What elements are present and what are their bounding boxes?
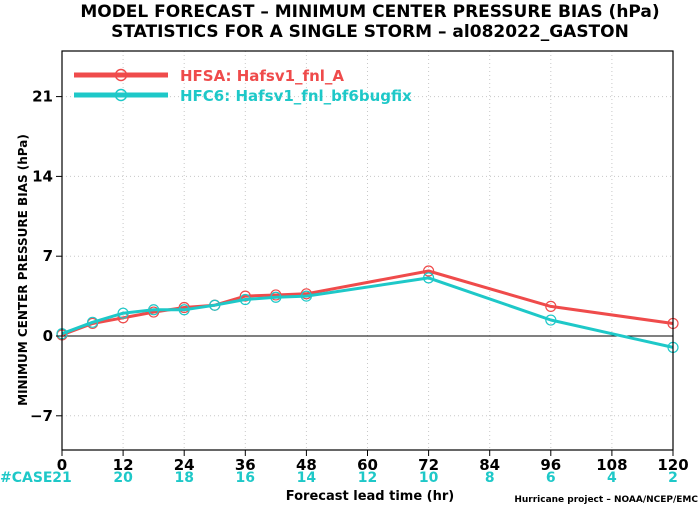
legend-marker (114, 68, 128, 82)
x-tick-label: 120 (657, 456, 688, 474)
data-point (239, 290, 251, 302)
legend-label: HFC6: Hafsv1_fnl_bf6bugfix (180, 87, 412, 105)
data-point (239, 293, 251, 306)
x-tick-label: 48 (296, 456, 317, 474)
x-axis-label: Forecast lead time (hr) (286, 489, 454, 504)
data-point (545, 300, 557, 312)
x-tick-label: 108 (596, 456, 627, 474)
data-point (270, 291, 282, 303)
case-count: 12 (358, 470, 377, 486)
case-count: 14 (297, 470, 317, 486)
x-tick-label: 60 (357, 456, 378, 474)
case-count: 21 (52, 470, 71, 486)
data-point (300, 290, 312, 302)
x-tick-label: 96 (540, 456, 561, 474)
y-axis-label: MINIMUM CENTER PRESSURE BIAS (hPa) (16, 134, 30, 406)
plot-frame (61, 50, 674, 451)
x-tick-label: 36 (235, 456, 256, 474)
data-point (117, 307, 129, 319)
data-point (178, 304, 190, 316)
case-count: 18 (174, 470, 193, 486)
data-point (209, 299, 221, 311)
case-count: 2 (668, 470, 678, 486)
x-tick-label: 24 (174, 456, 195, 474)
case-count: 6 (546, 470, 556, 486)
y-tick-label: 7 (43, 247, 53, 265)
y-tick-label: 14 (32, 167, 53, 185)
data-point (423, 265, 435, 277)
y-tick-labels: −7 0 7 14 21 (30, 88, 62, 425)
y-tick-label: 21 (32, 88, 53, 106)
legend-marker (114, 88, 128, 102)
case-count: 20 (113, 470, 133, 486)
case-count: 16 (236, 470, 255, 486)
x-tick-label: 72 (418, 456, 439, 474)
x-tick-label: 0 (57, 456, 67, 474)
x-tick-labels: 0 12 24 36 48 60 72 84 96 108 120 (57, 450, 689, 474)
chart-subtitle: STATISTICS FOR A SINGLE STORM – al082022… (111, 22, 629, 42)
grid-lines (62, 51, 673, 450)
credit-text: Hurricane project – NOAA/NCEP/EMC (514, 495, 698, 505)
case-count: 10 (419, 470, 439, 486)
legend-label: HFSA: Hafsv1_fnl_A (180, 67, 344, 85)
legend: HFSA: Hafsv1_fnl_A HFC6: Hafsv1_fnl_bf6bu… (74, 67, 412, 105)
case-label: #CASE (0, 470, 53, 486)
x-tick-label: 12 (113, 456, 134, 474)
chart-title: MODEL FORECAST – MINIMUM CENTER PRESSURE… (80, 2, 659, 22)
x-tick-label: 84 (479, 456, 500, 474)
data-point (423, 272, 435, 284)
data-point (148, 304, 160, 316)
y-tick-label: −7 (30, 407, 53, 425)
case-count: 4 (607, 470, 617, 486)
data-point (86, 316, 99, 328)
case-count: 8 (485, 470, 495, 486)
y-tick-label: 0 (43, 327, 53, 345)
case-counts: 21 20 18 16 14 12 10 8 6 4 2 (52, 470, 678, 486)
data-point (545, 314, 557, 326)
